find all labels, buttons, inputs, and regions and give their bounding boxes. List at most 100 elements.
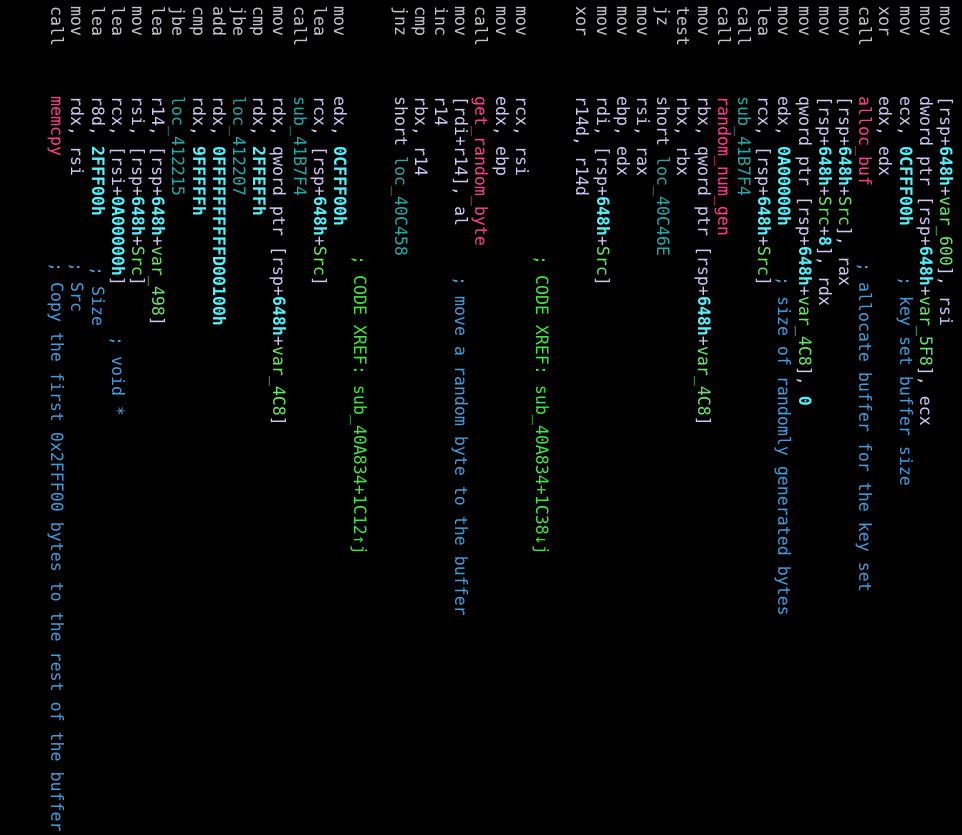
comment: ; size of randomly generated bytes [774,276,794,616]
token: , [774,125,794,146]
token: 648h [309,195,329,236]
operands: [rsp+648h+Src+8], rdx [814,96,834,306]
mnemonic: lea [87,6,107,36]
token: 0CFFF00h [330,145,349,226]
mnemonic: jbe [168,6,188,36]
token: sub_41B7F4 [289,96,309,196]
token: Src [128,245,147,276]
token: rcx [754,96,774,126]
token: rdx [188,96,208,126]
mnemonic: mov [269,6,289,36]
token: + [693,285,713,296]
operands: short loc_40C46E [652,96,672,256]
token: ebp [491,145,511,176]
token: , [249,125,269,146]
code-line: lea r8d, 2FFF00h ; Size [87,0,107,835]
token: qword [794,96,814,146]
token: , [572,135,592,156]
token: r14 [148,96,168,126]
token: Src [592,245,612,276]
code-line: mov rsi, rax [632,0,652,835]
operands: dword ptr [rsp+648h+var_5F8], ecx [915,96,935,426]
token: 648h [128,195,147,236]
mnemonic: mov [693,6,713,36]
operands: rdi, [rsp+648h+Src] [592,96,612,286]
token: [ [794,185,814,206]
token [391,146,410,156]
token: , [87,125,107,146]
token: dword [915,96,935,146]
mnemonic: mov [128,6,147,36]
token: rdi [592,96,612,126]
code-line: lea rcx, [rsi+0A00000h] ; void * [107,0,127,835]
token: , [ [309,125,329,156]
mnemonic: test [673,6,693,46]
token: var_5F8 [915,295,935,366]
code-line: cmp rdx, 9FFFFFh [188,0,208,835]
code-line: jnz short loc_40C458 [390,0,410,835]
token: + [128,235,147,246]
comment: ; key set buffer size [895,276,915,486]
token: rsp [835,106,854,136]
code-line: call memcpy ; Copy the first 0x2FFF00 byte… [46,0,66,835]
token: [ [814,96,834,106]
token: , [330,125,349,146]
token: 0CFFF00h [895,145,915,226]
token: , [895,125,915,146]
code-line: add rdx, 0FFFFFFFFFFD00100h [208,0,228,835]
code-line: test rbx, rbx [672,0,692,835]
token: + [814,135,834,146]
token: edx [875,145,895,176]
token: edx [875,96,895,126]
token: + [148,235,168,246]
token: ], [835,225,854,256]
token: rsp [309,155,329,186]
token: qword [269,145,289,196]
token: Src [835,195,854,226]
operands: loc_412215 [167,96,187,196]
code-line: jz short loc_40C46E [652,0,672,835]
token: rcx [309,96,329,126]
operands: rdx, qword ptr [rsp+648h+var_4C8] [268,96,288,426]
token: , [491,125,511,146]
token: rdx [67,96,87,126]
mnemonic: lea [148,6,168,36]
comment: ; Copy the first 0x2FFF00 bytes to the r… [47,262,67,832]
token: [ [451,96,471,106]
mnemonic: mov [592,6,612,36]
mnemonic: mov [936,6,955,36]
mnemonic: call [734,6,753,46]
token: , [410,125,430,146]
token: al [451,205,471,226]
token: 8 [814,235,834,246]
token: memcpy [47,96,67,156]
operands: edx, 0CFFF00h [329,96,349,226]
mnemonic: mov [451,6,471,36]
mnemonic: cmp [410,6,430,36]
code-line: call get_random_byte [470,0,490,835]
token: [ [269,235,289,256]
token: , [ [107,125,127,156]
mnemonic: call [855,6,875,46]
code-line: call sub_41B7F4 [289,0,309,835]
token: + [794,285,814,296]
token: r14 [431,96,450,126]
token: rdx [269,96,289,126]
operands: rsi, rax [632,96,652,176]
token: 0A00000h [774,145,794,226]
token: , [ [592,125,612,156]
code-line: mov edx, 0A00000h ; size of randomly gener… [773,0,793,835]
token: var_498 [148,245,168,316]
mnemonic: call [289,6,309,46]
token: rsi [128,96,147,126]
token: 648h [835,145,854,186]
token: rsi [67,145,87,176]
code-line: jbe loc_412207 [228,0,248,835]
token: [ [936,96,955,106]
token: qword [693,145,713,196]
token: rsp [128,155,147,186]
mnemonic: mov [794,6,814,36]
token: + [915,285,935,296]
token: 648h [794,245,814,286]
code-line: mov rbx, qword ptr [rsp+648h+var_4C8] [693,0,713,835]
